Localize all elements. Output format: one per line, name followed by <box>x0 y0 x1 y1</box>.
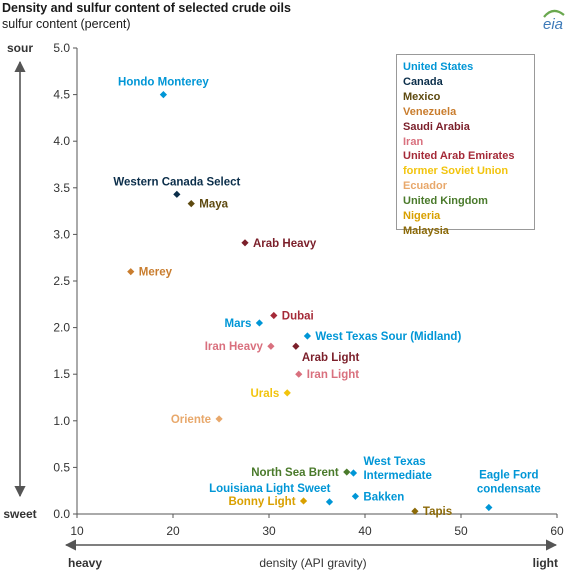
point-western-canada-select <box>173 190 181 198</box>
y-tick-label: 0.0 <box>53 507 70 521</box>
point-dubai <box>270 311 278 320</box>
y-axis-title: sulfur content (percent) <box>2 17 131 31</box>
label-west-texas-intermediate: West Texas Intermediate <box>363 456 431 482</box>
point-iran-light <box>295 370 303 378</box>
label-north-sea-brent: North Sea Brent <box>251 467 339 479</box>
label-dubai: Dubai <box>282 310 314 322</box>
point-louisiana-light-sweet <box>325 498 334 506</box>
legend-item-malaysia: Malaysia <box>403 224 449 237</box>
y-tick-label: 2.5 <box>53 274 70 288</box>
x-tick-label: 40 <box>358 524 372 538</box>
label-eagle-ford-condensate: Eagle Ford condensate <box>477 469 541 495</box>
point-urals <box>283 389 291 397</box>
point-bakken <box>351 492 359 500</box>
label-maya: Maya <box>199 199 228 211</box>
legend-item-united-states: United States <box>403 61 474 73</box>
logo-text: eia <box>543 16 563 32</box>
legend-item-former-soviet-union: former Soviet Union <box>403 165 509 178</box>
point-west-texas-intermediate <box>349 469 358 477</box>
legend: United States Canada Mexico Venezuela Saudi … <box>396 54 535 237</box>
x-arrow-right-label: light <box>533 556 558 570</box>
y-tick-label: 3.5 <box>53 181 70 195</box>
point-iran-heavy <box>267 342 275 350</box>
label-iran-heavy: Iran Heavy <box>205 341 264 353</box>
label-hondo-monterey: Hondo Monterey <box>118 77 209 89</box>
eia-logo: eia <box>538 8 570 33</box>
point-merey <box>127 268 135 276</box>
x-tick-label: 30 <box>262 524 276 538</box>
point-arab-light <box>292 342 300 350</box>
point-oriente <box>215 415 223 423</box>
data-points <box>127 91 493 515</box>
legend-item-saudi-arabia: Saudi Arabia <box>403 120 470 133</box>
point-tapis <box>411 507 419 515</box>
point-bonny-light <box>299 497 308 505</box>
y-tick-label: 5.0 <box>53 41 70 55</box>
y-tick-label: 4.0 <box>53 134 70 148</box>
x-tick-label: 50 <box>454 524 468 538</box>
label-oriente: Oriente <box>171 414 211 426</box>
logo-swoosh <box>543 9 565 18</box>
legend-item-ecuador: Ecuador <box>403 180 448 193</box>
label-bakken: Bakken <box>363 491 404 503</box>
legend-item-iran: Iran <box>403 135 424 148</box>
x-tick-label: 60 <box>550 524 564 538</box>
point-west-texas-sour-midland <box>303 332 311 340</box>
y-tick-label: 1.0 <box>53 414 70 428</box>
legend-item-united-arab-emirates: United Arab Emirates <box>403 150 515 163</box>
point-arab-heavy <box>241 239 249 247</box>
label-merey: Merey <box>139 267 173 279</box>
legend-item-venezuela: Venezuela <box>403 105 457 118</box>
legend-item-mexico: Mexico <box>403 90 441 103</box>
y-tick-label: 2.0 <box>53 321 70 335</box>
x-tick-label: 10 <box>70 524 84 538</box>
data-labels: Hondo Monterey Western Canada Select Maya A… <box>113 77 540 519</box>
label-tapis: Tapis <box>423 506 452 518</box>
y-tick-label: 0.5 <box>53 460 70 474</box>
label-arab-light: Arab Light <box>302 352 360 364</box>
legend-item-united-kingdom: United Kingdom <box>403 195 488 208</box>
label-urals: Urals <box>250 388 279 400</box>
point-maya <box>187 200 195 208</box>
label-bonny-light: Bonny Light <box>228 496 295 508</box>
label-mars: Mars <box>225 318 252 330</box>
y-arrow-bottom-label: sweet <box>3 507 36 521</box>
point-mars <box>255 319 263 327</box>
label-arab-heavy: Arab Heavy <box>253 238 317 250</box>
chart-title: Density and sulfur content of selected c… <box>2 1 291 15</box>
label-louisiana-light-sweet: Louisiana Light Sweet <box>209 483 331 495</box>
point-eagle-ford-condensate <box>485 503 493 512</box>
legend-item-nigeria: Nigeria <box>403 210 441 223</box>
x-axis-title: density (API gravity) <box>259 556 366 570</box>
y-tick-label: 1.5 <box>53 367 70 381</box>
label-western-canada-select: Western Canada Select <box>113 176 240 188</box>
y-tick-label: 3.0 <box>53 227 70 241</box>
y-arrow-top-label: sour <box>7 41 33 55</box>
x-arrow-left-label: heavy <box>68 556 102 570</box>
label-west-texas-sour-midland: West Texas Sour (Midland) <box>315 331 461 343</box>
axes: 0.0 0.5 1.0 1.5 2.0 2.5 3.0 3.5 4.0 4.5 5.0 10 20 30 4… <box>3 41 564 570</box>
label-iran-light: Iran Light <box>307 369 360 381</box>
point-hondo-monterey <box>159 91 167 99</box>
y-tick-label: 4.5 <box>53 88 70 102</box>
legend-item-canada: Canada <box>403 75 443 88</box>
point-north-sea-brent <box>343 468 351 476</box>
x-tick-label: 20 <box>166 524 180 538</box>
